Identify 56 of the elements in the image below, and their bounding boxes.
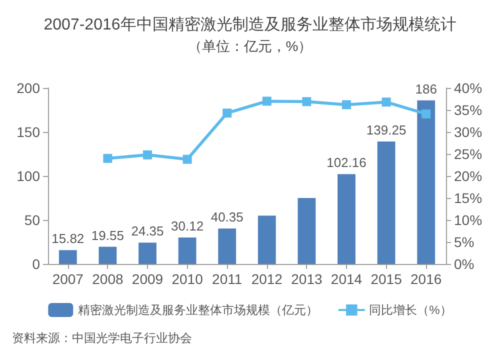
data-label: 15.82 [52, 231, 84, 246]
y-tick-label: 200 [16, 80, 40, 96]
text: 资料来源：中国光学电子行业协会 [12, 331, 192, 345]
bar [98, 246, 117, 264]
bar [258, 216, 276, 264]
bar [178, 237, 196, 264]
x-tick-label: 2010 [172, 271, 204, 287]
data-label: 30.12 [171, 218, 204, 234]
chart-title: 2007-2016年中国精密激光制造及服务业整体市场规模统计 [44, 16, 456, 34]
y2-tick-label: 35% [454, 102, 482, 118]
bar [298, 198, 316, 264]
y-tick-label: 150 [16, 124, 40, 140]
data-label: 186 [415, 81, 437, 96]
x-tick-label: 2012 [251, 271, 283, 287]
y2-tick-label: 5% [454, 234, 474, 250]
x-tick-label: 2007 [52, 271, 84, 287]
point [342, 100, 351, 110]
y2-tick-label: 30% [454, 124, 482, 140]
point [182, 154, 192, 164]
y2-tick-label: 25% [454, 146, 482, 162]
y2-tick-label: 15% [454, 190, 482, 206]
x-tick-label: 2014 [330, 271, 362, 287]
x-tick-label: 2016 [410, 271, 442, 287]
legend-label: 同比增长（%） [369, 303, 452, 317]
y2-tick-label: 10% [454, 212, 482, 228]
y2-tick-label: 0% [454, 256, 474, 272]
point [422, 109, 431, 118]
data-label: 139.25 [366, 122, 406, 138]
y-tick-label: 50 [24, 212, 40, 228]
x-tick-label: 2015 [370, 271, 402, 287]
data-label: 40.35 [210, 209, 244, 224]
x-tick-label: 2011 [212, 271, 242, 287]
bar [218, 228, 236, 264]
legend-label: 精密激光制造及服务业整体市场规模（亿元） [78, 303, 318, 317]
bar [338, 174, 356, 264]
bar [377, 141, 396, 264]
data-label: 19.55 [91, 228, 124, 243]
bar [138, 242, 156, 264]
x-tick-label: 2008 [92, 271, 124, 287]
point [302, 97, 312, 106]
x-tick-label: 2013 [291, 271, 322, 287]
y2-tick-label: 20% [454, 168, 482, 184]
point [262, 96, 272, 106]
data-label: 102.16 [326, 155, 366, 170]
y-tick-label: 0 [32, 256, 40, 272]
bar [58, 250, 77, 264]
point [222, 108, 232, 118]
x-tick-label: 2009 [132, 271, 164, 287]
bar [417, 100, 436, 264]
point [382, 98, 391, 107]
point [103, 154, 112, 163]
y2-tick-label: 40% [454, 80, 482, 96]
data-label: 24.35 [131, 224, 164, 239]
y-tick-label: 100 [16, 168, 40, 184]
point [143, 150, 152, 160]
chart-subtitle: （单位：亿元，%） [188, 38, 312, 54]
